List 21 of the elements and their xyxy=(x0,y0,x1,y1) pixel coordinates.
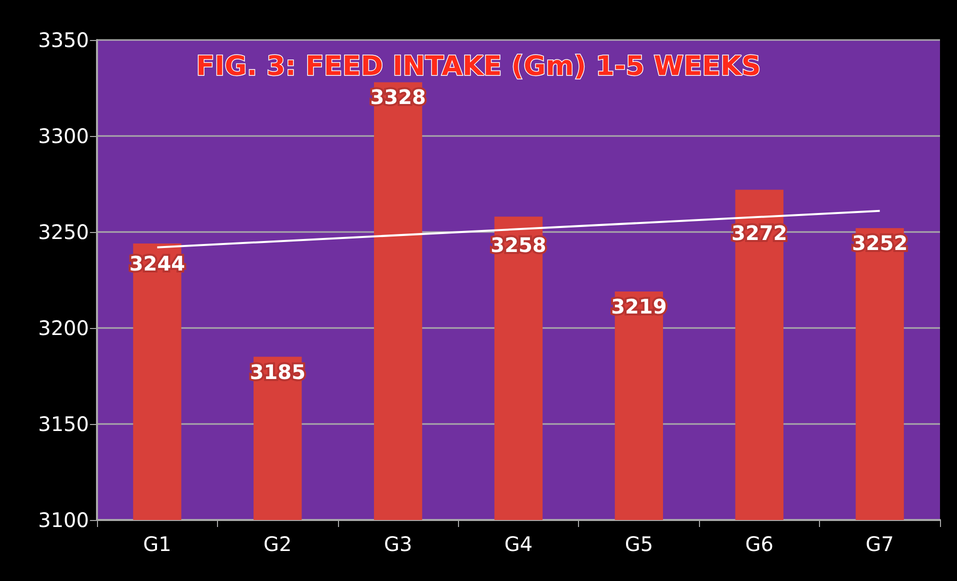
chart-title: FIG. 3: FEED INTAKE (Gm) 1-5 WEEKS xyxy=(196,51,761,82)
x-tick-label: G1 xyxy=(143,532,172,556)
data-label: 3244 xyxy=(129,251,186,276)
x-tick-label: G7 xyxy=(866,532,894,556)
y-tick-label: 3150 xyxy=(38,412,89,436)
data-label: 3185 xyxy=(250,360,306,384)
data-label: 3219 xyxy=(611,294,667,319)
y-tick-label: 3100 xyxy=(38,508,89,532)
y-tick-label: 3200 xyxy=(38,316,89,340)
y-tick-label: 3250 xyxy=(38,220,89,244)
y-tick-label: 3300 xyxy=(38,124,89,148)
data-label: 3272 xyxy=(732,220,788,245)
x-tick-label: G2 xyxy=(264,532,292,556)
x-tick-label: G5 xyxy=(624,532,654,556)
x-tick-label: G6 xyxy=(745,532,774,556)
y-tick-label: 3350 xyxy=(38,28,89,52)
data-label: 3258 xyxy=(490,233,546,258)
data-label: 3328 xyxy=(370,85,426,110)
x-tick-label: G4 xyxy=(504,532,533,556)
x-tick-label: G3 xyxy=(384,532,412,556)
data-label: 3252 xyxy=(852,231,908,256)
